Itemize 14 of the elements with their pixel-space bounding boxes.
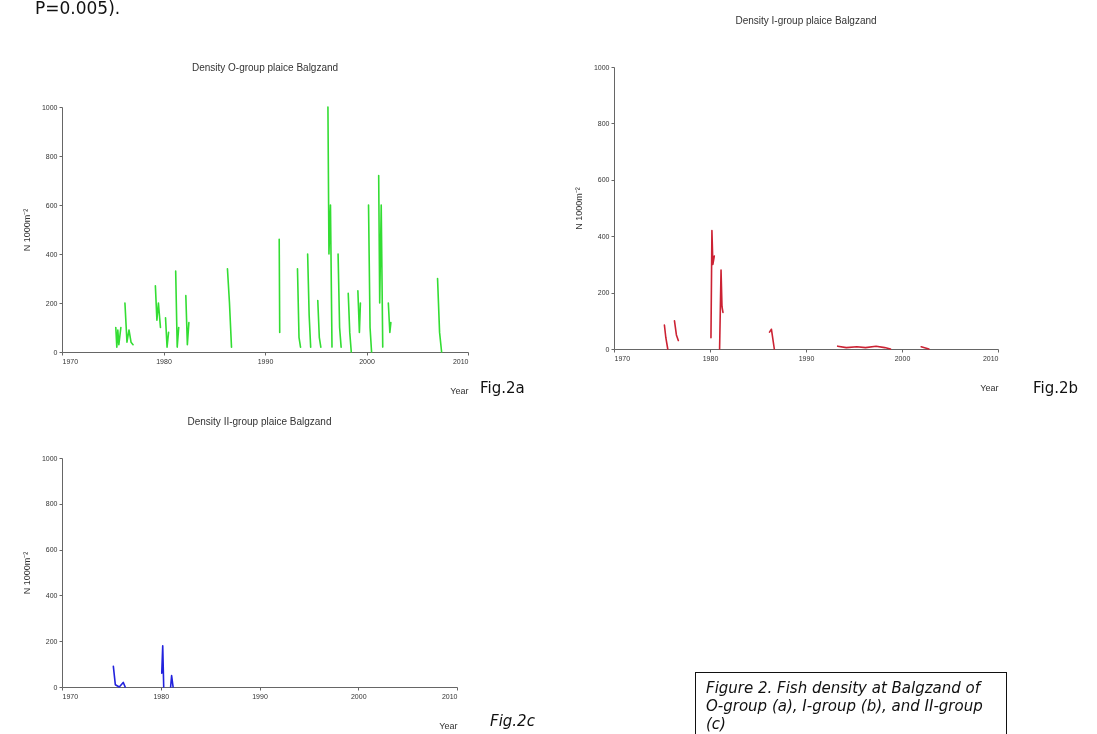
x-axis-title: Year — [439, 720, 458, 731]
caption: Fig.2b — [1033, 379, 1079, 397]
chart-title: Density I-group plaice Balgzand — [735, 15, 877, 26]
chart-title: Density O-group plaice Balgzand — [191, 62, 339, 73]
caption: Figure 2. Fish density at Balgzand of O-group (a), I-group (b), and II-group (c) — [695, 672, 1007, 734]
caption: Fig.2a — [480, 379, 525, 397]
y-axis-title: N 1000m⁻² — [21, 208, 32, 252]
x-axis-title: Year — [450, 385, 469, 396]
y-axis-title: N 1000m⁻² — [21, 551, 32, 595]
text: P=0.005). — [35, 0, 121, 18]
y-axis-title: N 1000m⁻² — [573, 187, 584, 230]
caption: Fig.2c — [490, 712, 535, 730]
chart-title: Density II-group plaice Balgzand — [187, 416, 332, 427]
x-axis-title: Year — [980, 382, 999, 393]
